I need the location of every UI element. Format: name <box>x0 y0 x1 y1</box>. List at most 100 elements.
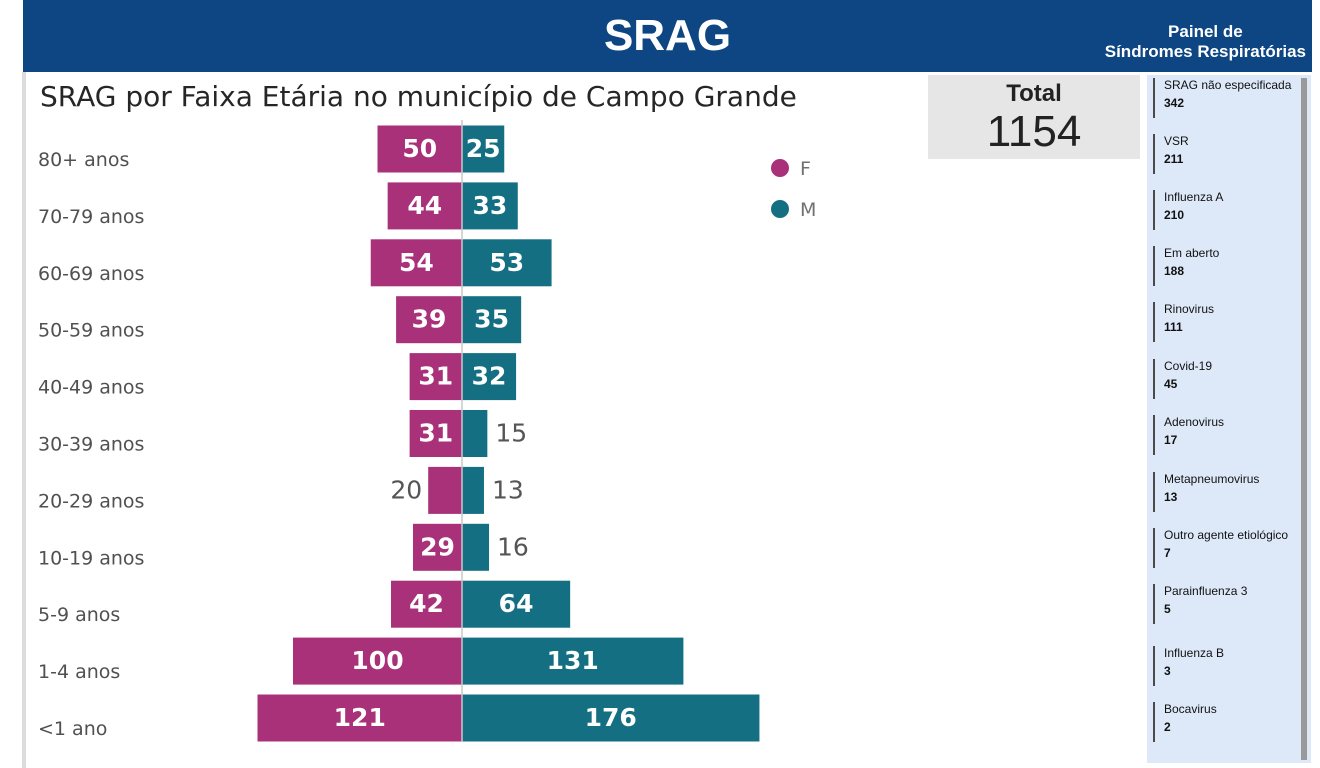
etiology-item[interactable]: Parainfluenza 3 5 <box>1153 584 1298 624</box>
etiology-count: 111 <box>1164 320 1183 334</box>
etiology-count: 188 <box>1164 264 1185 278</box>
value-label-f: 44 <box>407 191 442 220</box>
category-label: 10-19 anos <box>38 547 144 569</box>
etiology-item[interactable]: Metapneumovirus 13 <box>1153 472 1298 512</box>
list-scrollbar[interactable] <box>1301 78 1307 760</box>
category-label: 70-79 anos <box>38 206 144 228</box>
value-label-f: 50 <box>402 134 437 163</box>
category-label: 40-49 anos <box>38 377 144 399</box>
bar-m[interactable] <box>462 125 505 173</box>
value-label-m: 131 <box>547 646 599 675</box>
bar-m[interactable] <box>462 353 517 401</box>
category-label: 50-59 anos <box>38 320 144 342</box>
chart-title: SRAG por Faixa Etária no município de Ca… <box>40 80 797 113</box>
value-label-f: 121 <box>334 703 386 732</box>
bar-m[interactable] <box>462 694 760 742</box>
etiology-item[interactable]: Bocavirus 2 <box>1153 702 1298 742</box>
bar-f[interactable] <box>293 637 462 685</box>
etiology-count: 210 <box>1164 208 1185 222</box>
bar-f[interactable] <box>409 353 462 401</box>
etiology-item[interactable]: Influenza A 210 <box>1153 190 1298 230</box>
etiology-count: 13 <box>1164 490 1178 504</box>
chart-bars <box>257 120 760 742</box>
bar-f[interactable] <box>391 580 462 628</box>
value-label-m: 25 <box>466 134 501 163</box>
panel-subtitle-line1: Painel de <box>1168 22 1243 41</box>
etiology-name: Rinovirus <box>1164 302 1215 316</box>
etiology-count: 211 <box>1164 152 1184 166</box>
value-label-f: 31 <box>418 362 453 391</box>
age-sex-bar-chart: 80+ anos 50 25 70-79 anos 44 33 60-69 anos 54 53… <box>38 120 816 742</box>
etiology-list[interactable]: SRAG não especificada 342 VSR 211 Influenza … <box>1147 75 1311 763</box>
etiology-item[interactable]: Adenovirus 17 <box>1153 415 1298 455</box>
value-label-m: 35 <box>474 305 509 334</box>
header-bar: SRAG Painel de Síndromes Respiratórias <box>23 0 1312 72</box>
legend-marker[interactable] <box>771 200 789 218</box>
legend-marker[interactable] <box>771 159 789 177</box>
bar-f[interactable] <box>257 694 462 742</box>
bar-m[interactable] <box>462 466 484 514</box>
etiology-item[interactable]: Rinovirus 111 <box>1153 302 1298 342</box>
value-label-m: 176 <box>585 703 637 732</box>
etiology-name: Parainfluenza 3 <box>1164 584 1248 598</box>
panel-subtitle-line2: Síndromes Respiratórias <box>1104 42 1306 61</box>
bar-m[interactable] <box>462 580 571 628</box>
etiology-count: 17 <box>1164 433 1178 447</box>
category-label: 30-39 anos <box>38 434 144 456</box>
etiology-count: 3 <box>1164 664 1171 678</box>
value-label-m: 64 <box>499 589 534 618</box>
etiology-name: VSR <box>1164 134 1189 148</box>
bar-m[interactable] <box>462 637 684 685</box>
etiology-item[interactable]: Outro agente etiológico 7 <box>1153 528 1298 568</box>
etiology-count: 7 <box>1164 546 1171 560</box>
bar-m[interactable] <box>462 239 552 287</box>
etiology-name: Adenovirus <box>1164 415 1225 429</box>
etiology-name: Em aberto <box>1164 246 1220 260</box>
category-label: 1-4 anos <box>38 661 120 683</box>
value-label-f: 39 <box>412 305 447 334</box>
bar-f[interactable] <box>409 410 462 457</box>
total-label: Total <box>1006 80 1062 107</box>
bar-m[interactable] <box>462 182 518 230</box>
etiology-count: 342 <box>1164 96 1185 110</box>
chart-frame-border <box>22 72 26 768</box>
value-label-m: 15 <box>495 419 527 448</box>
bar-f[interactable] <box>377 125 463 173</box>
bar-f[interactable] <box>396 296 462 344</box>
etiology-name: Outro agente etiológico <box>1164 528 1289 542</box>
value-label-f: 54 <box>399 248 434 277</box>
etiology-count: 5 <box>1164 602 1171 616</box>
etiology-name: Bocavirus <box>1164 702 1217 716</box>
value-label-f: 29 <box>420 532 455 561</box>
value-label-f: 42 <box>409 589 444 618</box>
etiology-name: Metapneumovirus <box>1164 472 1260 486</box>
bar-f[interactable] <box>387 182 462 230</box>
value-label-m: 33 <box>472 191 507 220</box>
bar-f[interactable] <box>412 523 462 571</box>
legend-label[interactable]: F <box>800 158 811 180</box>
total-card: Total 1154 <box>928 75 1140 159</box>
etiology-item[interactable]: SRAG não especificada 342 <box>1153 78 1298 118</box>
etiology-name: Influenza A <box>1164 190 1224 204</box>
value-label-f: 31 <box>418 419 453 448</box>
chart-legend[interactable]: FM <box>771 158 816 221</box>
etiology-name: SRAG não especificada <box>1164 78 1292 92</box>
value-label-m: 32 <box>472 362 507 391</box>
etiology-item[interactable]: Em aberto 188 <box>1153 246 1298 286</box>
etiology-item[interactable]: Influenza B 3 <box>1153 646 1298 686</box>
legend-label[interactable]: M <box>800 199 816 221</box>
bar-m[interactable] <box>462 296 522 344</box>
bar-f[interactable] <box>428 466 462 514</box>
bar-m[interactable] <box>462 410 488 457</box>
value-label-m: 16 <box>497 532 529 561</box>
etiology-item[interactable]: VSR 211 <box>1153 134 1298 174</box>
etiology-item[interactable]: Covid-19 45 <box>1153 359 1298 399</box>
bar-f[interactable] <box>370 239 462 287</box>
etiology-count: 2 <box>1164 720 1171 734</box>
bar-m[interactable] <box>462 523 490 571</box>
dashboard-title: SRAG <box>603 11 732 60</box>
etiology-count: 45 <box>1164 377 1178 391</box>
category-label: 80+ anos <box>38 149 129 171</box>
value-label-m: 13 <box>492 475 524 504</box>
